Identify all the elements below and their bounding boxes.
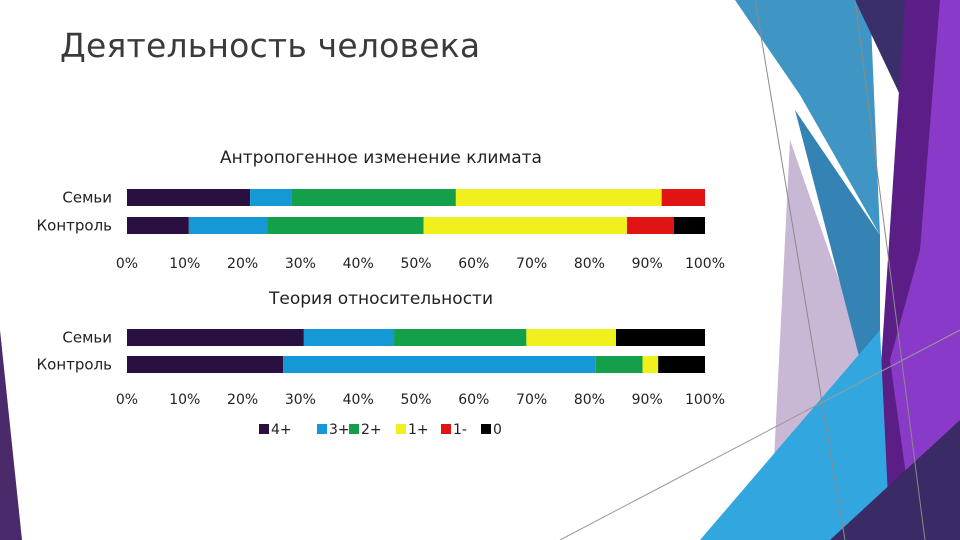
legend-swatch-4+ bbox=[259, 424, 269, 434]
category-label: Семьи bbox=[62, 329, 112, 347]
bar-segment-4+ bbox=[127, 217, 189, 234]
chart-1: Антропогенное изменение климата Семьи Конт… bbox=[37, 148, 726, 272]
legend-label: 1- bbox=[453, 422, 467, 438]
bar-segment-1- bbox=[626, 217, 674, 234]
x-tick-label: 50% bbox=[400, 392, 431, 408]
deco-shape-lightblue-bottom bbox=[700, 330, 890, 540]
x-tick-label: 10% bbox=[169, 392, 200, 408]
x-tick-label: 20% bbox=[227, 392, 258, 408]
bar-segment-2+ bbox=[267, 217, 424, 234]
category-label: Семьи bbox=[62, 189, 112, 207]
bar-segment-2+ bbox=[595, 356, 643, 373]
deco-shape-mid-blue bbox=[795, 110, 880, 400]
legend-label: 0 bbox=[493, 422, 502, 438]
x-tick-label: 90% bbox=[632, 256, 663, 272]
x-tick-label: 80% bbox=[574, 392, 605, 408]
bar-segment-3+ bbox=[250, 189, 292, 206]
legend-swatch-1+ bbox=[396, 424, 406, 434]
bar-segment-1- bbox=[661, 189, 705, 206]
bar-segment-1+ bbox=[642, 356, 659, 373]
bar-segment-4+ bbox=[127, 189, 251, 206]
x-tick-label: 0% bbox=[116, 392, 138, 408]
bar-segment-2+ bbox=[291, 189, 456, 206]
x-tick-label: 10% bbox=[169, 256, 200, 272]
deco-line-1 bbox=[754, 0, 846, 540]
x-tick-label: 60% bbox=[458, 256, 489, 272]
x-tick-label: 70% bbox=[516, 392, 547, 408]
x-tick-label: 90% bbox=[632, 392, 663, 408]
category-label: Контроль bbox=[37, 356, 113, 374]
deco-shape-blue-top bbox=[735, 0, 880, 235]
x-tick-label: 60% bbox=[458, 392, 489, 408]
legend-label: 2+ bbox=[361, 422, 382, 438]
bar-segment-0 bbox=[615, 329, 705, 346]
chart-title: Теория относительности bbox=[268, 289, 493, 309]
chart-title: Антропогенное изменение климата bbox=[220, 148, 542, 168]
bar-segment-1+ bbox=[423, 217, 627, 234]
bar-segment-0 bbox=[658, 356, 705, 373]
bar-segment-4+ bbox=[127, 329, 304, 346]
chart-2: Теория относительности Семьи Контроль 0% 10%… bbox=[37, 289, 726, 408]
x-tick-label: 50% bbox=[400, 256, 431, 272]
x-tick-label: 70% bbox=[516, 256, 547, 272]
legend-swatch-0 bbox=[481, 424, 491, 434]
legend-label: 3+ bbox=[329, 422, 350, 438]
legend-swatch-1- bbox=[441, 424, 451, 434]
legend-swatch-2+ bbox=[349, 424, 359, 434]
legend: 4+ 3+ 2+ 1+ 1- 0 bbox=[259, 422, 502, 438]
x-tick-label: 30% bbox=[285, 256, 316, 272]
bar-segment-3+ bbox=[188, 217, 268, 234]
bar-segment-3+ bbox=[283, 356, 596, 373]
x-tick-label: 100% bbox=[685, 256, 725, 272]
deco-line-3 bbox=[559, 329, 960, 540]
x-tick-label: 40% bbox=[343, 392, 374, 408]
x-tick-label: 0% bbox=[116, 256, 138, 272]
bar-segment-1+ bbox=[526, 329, 616, 346]
bar-segment-4+ bbox=[127, 356, 284, 373]
deco-shape-dark-bottom bbox=[830, 420, 960, 540]
deco-shape-left-bottom bbox=[0, 330, 22, 540]
bar-segment-2+ bbox=[394, 329, 527, 346]
x-tick-label: 80% bbox=[574, 256, 605, 272]
x-tick-label: 20% bbox=[227, 256, 258, 272]
bar-segment-0 bbox=[673, 217, 705, 234]
bar-segment-1+ bbox=[455, 189, 662, 206]
bar-segment-3+ bbox=[303, 329, 395, 346]
legend-label: 4+ bbox=[271, 422, 292, 438]
x-tick-label: 40% bbox=[343, 256, 374, 272]
x-tick-label: 30% bbox=[285, 392, 316, 408]
deco-line-2 bbox=[854, 0, 926, 540]
page-title: Деятельность человека bbox=[60, 26, 481, 65]
x-tick-label: 100% bbox=[685, 392, 725, 408]
legend-label: 1+ bbox=[408, 422, 429, 438]
legend-swatch-3+ bbox=[317, 424, 327, 434]
category-label: Контроль bbox=[37, 217, 113, 235]
